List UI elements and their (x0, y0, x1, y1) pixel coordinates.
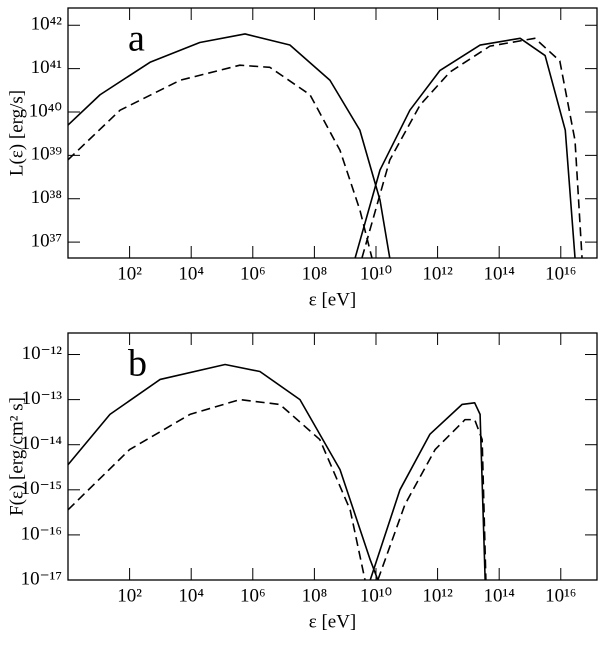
x-tick-label: 10¹⁶ (545, 585, 576, 606)
y-tick-label: 10⁴⁰ (29, 100, 62, 121)
plot-frame (67, 7, 598, 259)
x-tick-label: 10⁸ (302, 585, 328, 606)
y-tick-label: 10⁻¹⁷ (21, 568, 62, 589)
y-axis-label: F(ε) [erg/cm² s] (6, 397, 27, 516)
y-tick-label: 10⁴² (31, 14, 63, 35)
x-tick-label: 10⁶ (240, 263, 266, 284)
panel-label: b (128, 343, 147, 385)
y-tick-label: 10⁻¹⁶ (21, 523, 62, 544)
series-line (67, 363, 379, 581)
x-tick-label: 10¹⁰ (360, 585, 392, 606)
x-tick-label: 10² (117, 263, 142, 284)
y-axis-label: L(ε) [erg/s] (6, 90, 27, 176)
x-tick-label: 10⁸ (302, 263, 328, 284)
panel-label: a (128, 18, 145, 60)
series-line (377, 418, 487, 581)
x-tick-label: 10¹⁶ (545, 263, 576, 284)
y-tick-label: 10³⁷ (31, 230, 62, 251)
series-line (361, 37, 583, 259)
y-tick-label: 10⁴¹ (31, 57, 63, 78)
x-axis-label: ε [eV] (309, 611, 357, 632)
plot-frame (67, 332, 598, 581)
y-tick-label: 10⁻¹⁵ (21, 478, 62, 499)
x-tick-label: 10¹² (422, 585, 453, 606)
y-tick-label: 10⁻¹⁴ (21, 433, 63, 454)
y-tick-label: 10³⁸ (31, 187, 62, 208)
x-tick-label: 10¹⁰ (360, 263, 392, 284)
y-tick-label: 10⁻¹³ (22, 388, 63, 409)
series-line (67, 33, 391, 259)
x-axis-label: ε [eV] (309, 289, 357, 310)
series-line (369, 402, 486, 581)
series-line (354, 37, 576, 259)
x-tick-label: 10⁶ (240, 585, 266, 606)
y-tick-label: 10⁻¹² (22, 343, 63, 364)
x-tick-label: 10² (117, 585, 142, 606)
x-tick-label: 10⁴ (178, 585, 204, 606)
x-tick-label: 10¹² (422, 263, 453, 284)
x-tick-label: 10⁴ (178, 263, 204, 284)
x-tick-label: 10¹⁴ (484, 263, 516, 284)
y-tick-label: 10³⁹ (31, 144, 63, 165)
series-line (67, 398, 366, 581)
series-line (67, 64, 373, 259)
x-tick-label: 10¹⁴ (484, 585, 516, 606)
